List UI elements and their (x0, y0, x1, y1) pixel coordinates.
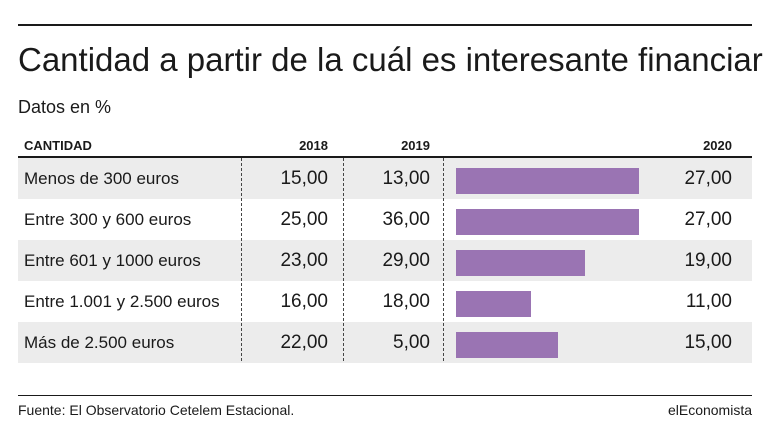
header-2018: 2018 (299, 138, 328, 153)
row-label: Entre 1.001 y 2.500 euros (24, 292, 220, 311)
bar-2020 (456, 168, 639, 194)
row-label: Menos de 300 euros (24, 169, 179, 188)
value-2018: 25,00 (280, 209, 328, 230)
column-divider (343, 158, 344, 361)
table-row: Entre 1.001 y 2.500 euros 16,00 18,00 11… (18, 281, 752, 322)
table-row: Más de 2.500 euros 22,00 5,00 15,00 (18, 322, 752, 363)
value-2020: 19,00 (684, 250, 732, 271)
source-note: Fuente: El Observatorio Cetelem Estacion… (18, 402, 295, 418)
value-2018: 22,00 (280, 332, 328, 353)
value-2019: 5,00 (393, 332, 430, 353)
table-row: Entre 300 y 600 euros 25,00 36,00 27,00 (18, 199, 752, 240)
bar-2020 (456, 250, 585, 276)
value-2018: 15,00 (280, 168, 328, 189)
value-2020: 27,00 (684, 209, 732, 230)
brand-logo-text: elEconomista (667, 402, 752, 418)
value-2020: 27,00 (684, 168, 732, 189)
table-row: Entre 601 y 1000 euros 23,00 29,00 19,00 (18, 240, 752, 281)
table-row: Menos de 300 euros 15,00 13,00 27,00 (18, 158, 752, 199)
value-2019: 13,00 (382, 168, 430, 189)
header-2020: 2020 (703, 138, 732, 153)
bar-2020 (456, 209, 639, 235)
bar-2020 (456, 291, 531, 317)
header-2019: 2019 (401, 138, 430, 153)
chart-title: Cantidad a partir de la cuál es interesa… (18, 41, 763, 78)
row-background (18, 322, 752, 363)
header-cantidad: CANTIDAD (24, 138, 92, 153)
top-rule (18, 24, 752, 26)
value-2020: 11,00 (685, 291, 732, 312)
row-background (18, 240, 752, 281)
column-divider (443, 158, 444, 361)
bar-2020 (456, 332, 558, 358)
value-2018: 16,00 (280, 291, 328, 312)
column-divider (241, 158, 242, 361)
bottom-rule (18, 395, 752, 396)
chart-subtitle: Datos en % (18, 97, 112, 117)
value-2018: 23,00 (280, 250, 328, 271)
row-label: Entre 300 y 600 euros (24, 210, 192, 229)
table-header: CANTIDAD 2018 2019 2020 (18, 134, 752, 158)
row-label: Entre 601 y 1000 euros (24, 251, 201, 270)
row-background (18, 281, 752, 322)
value-2020: 15,00 (684, 332, 732, 353)
row-label: Más de 2.500 euros (24, 333, 175, 352)
value-2019: 29,00 (382, 250, 430, 271)
value-2019: 18,00 (382, 291, 430, 312)
value-2019: 36,00 (382, 209, 430, 230)
